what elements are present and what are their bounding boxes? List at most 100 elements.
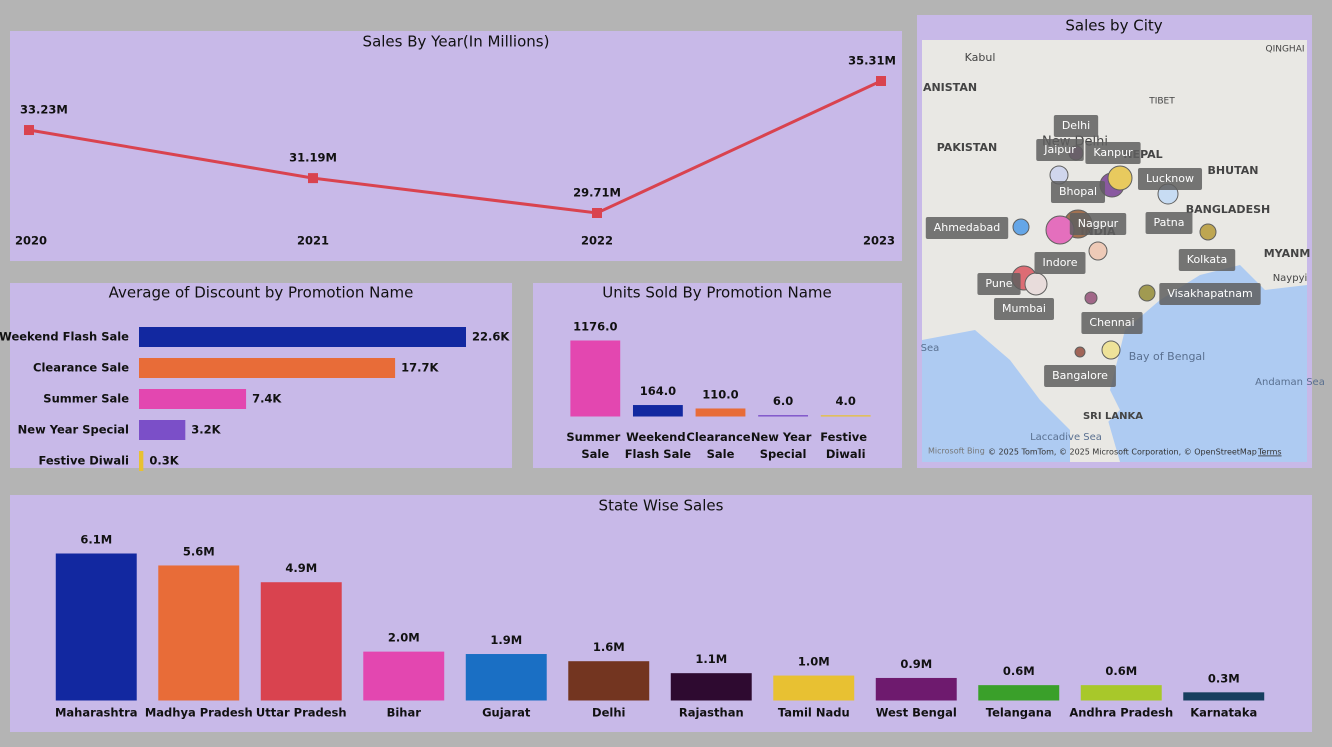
- data-label: 0.3M: [1208, 671, 1240, 685]
- data-label: 5.6M: [183, 544, 215, 558]
- data-label: 1.9M: [490, 633, 522, 647]
- bar: [139, 451, 144, 471]
- city-bubble[interactable]: [1012, 218, 1030, 236]
- city-bubble[interactable]: [1084, 291, 1098, 305]
- x-tick-label: Tamil Nadu: [778, 706, 850, 720]
- bar: [670, 673, 752, 701]
- x-tick-label: Gujarat: [482, 706, 531, 720]
- data-label: 0.9M: [900, 657, 932, 671]
- city-bubble[interactable]: [1088, 241, 1108, 261]
- bar: [158, 565, 240, 701]
- x-tick-label: Uttar Pradesh: [256, 706, 347, 720]
- city-label-box: [1034, 252, 1086, 274]
- bar: [1183, 692, 1265, 701]
- data-label: 4.0: [836, 394, 856, 408]
- chart-title: State Wise Sales: [599, 497, 724, 515]
- point: [24, 125, 34, 136]
- x-tick-label: West Bengal: [876, 706, 957, 720]
- data-label: 164.0: [640, 384, 676, 398]
- city-label: Mumbai: [1002, 302, 1046, 315]
- map-brand: Microsoft Bing: [928, 447, 985, 456]
- x-tick-label: 2020: [15, 234, 47, 248]
- island: [1090, 390, 1120, 425]
- x-tick-label: Clearance Sale: [686, 430, 754, 461]
- city-label-box: [1044, 365, 1116, 387]
- place: Naypyi: [1273, 273, 1308, 284]
- y-tick-label: Clearance Sale: [33, 361, 129, 375]
- data-label: 0.6M: [1003, 664, 1035, 678]
- data-label: 6.1M: [80, 533, 112, 547]
- data-label: 110.0: [702, 387, 738, 401]
- map-terms[interactable]: Terms: [1257, 448, 1282, 457]
- place: Sea: [921, 343, 940, 354]
- data-label: 2.0M: [388, 631, 420, 645]
- point: [876, 76, 886, 86]
- panel: [10, 31, 902, 261]
- data-label: 1.6M: [593, 640, 625, 654]
- bar: [1080, 685, 1162, 701]
- bar: [139, 420, 186, 440]
- x-tick-label: Andhra Pradesh: [1069, 706, 1173, 720]
- sea: [922, 330, 1070, 462]
- city-label: Nagpur: [1078, 217, 1119, 230]
- city-bubble[interactable]: [1101, 340, 1121, 360]
- chart-title: Sales By Year(In Millions): [363, 33, 550, 51]
- city-label: Jaipur: [1043, 143, 1076, 156]
- sea: [1105, 265, 1307, 462]
- city-label-box: [977, 273, 1021, 295]
- place: MYANM: [1264, 247, 1311, 260]
- city-bubble[interactable]: [1199, 223, 1217, 241]
- x-tick-label: 2021: [297, 234, 329, 248]
- data-label: 1.1M: [695, 652, 727, 666]
- chart-title: Units Sold By Promotion Name: [602, 284, 832, 302]
- city-label: Kolkata: [1187, 253, 1227, 266]
- y-tick-label: New Year Special: [18, 423, 129, 437]
- data-label: 6.0: [773, 394, 793, 408]
- data-label: 31.19M: [289, 151, 337, 165]
- city-label: Ahmedabad: [934, 221, 1000, 234]
- city-label: Visakhapatnam: [1167, 287, 1252, 300]
- city-label: Patna: [1154, 216, 1185, 229]
- data-label: 1176.0: [573, 320, 617, 334]
- city-label: Delhi: [1062, 119, 1090, 132]
- data-label: 3.2K: [191, 423, 221, 437]
- map[interactable]: Sales by City Kabul ANISTAN PAKISTAN TIB…: [921, 17, 1325, 463]
- city-label-box: [1159, 283, 1261, 305]
- city-label-box: [1050, 181, 1106, 203]
- x-tick-label: 2023: [863, 234, 895, 248]
- bar: [260, 582, 342, 701]
- y-tick-label: Summer Sale: [43, 392, 129, 406]
- place: PAKISTAN: [937, 141, 997, 154]
- bar: [55, 553, 137, 701]
- city-label-box: [1036, 139, 1084, 161]
- bar: [465, 654, 547, 701]
- city-label: Lucknow: [1146, 172, 1194, 185]
- city-bubble[interactable]: [1074, 346, 1086, 358]
- bar: [139, 327, 466, 347]
- data-label: 1.0M: [798, 655, 830, 669]
- x-tick-label: Delhi: [592, 706, 625, 720]
- bar: [139, 358, 396, 378]
- bar: [363, 651, 445, 701]
- place: TIBET: [1148, 97, 1175, 107]
- city-label-box: [1081, 312, 1143, 334]
- bar: [139, 389, 247, 409]
- chart-title: Average of Discount by Promotion Name: [109, 284, 414, 302]
- city-bubble[interactable]: [1024, 272, 1048, 296]
- x-tick-label: Karnataka: [1190, 706, 1257, 720]
- x-tick-label: Telangana: [986, 706, 1052, 720]
- data-label: 0.6M: [1105, 664, 1137, 678]
- bar: [695, 408, 746, 417]
- place: QINGHAI: [1265, 45, 1304, 55]
- data-label: 4.9M: [285, 561, 317, 575]
- city-bubble[interactable]: [1107, 165, 1133, 191]
- city-label-box: [994, 298, 1054, 320]
- map-attribution: © 2025 TomTom, © 2025 Microsoft Corporat…: [988, 448, 1257, 457]
- bar: [773, 675, 855, 701]
- city-label-box: [925, 217, 1009, 239]
- bar: [570, 340, 621, 417]
- bar: [875, 677, 957, 701]
- place: ANISTAN: [923, 81, 977, 94]
- data-label: 22.6K: [472, 330, 510, 344]
- city-bubble[interactable]: [1138, 284, 1156, 302]
